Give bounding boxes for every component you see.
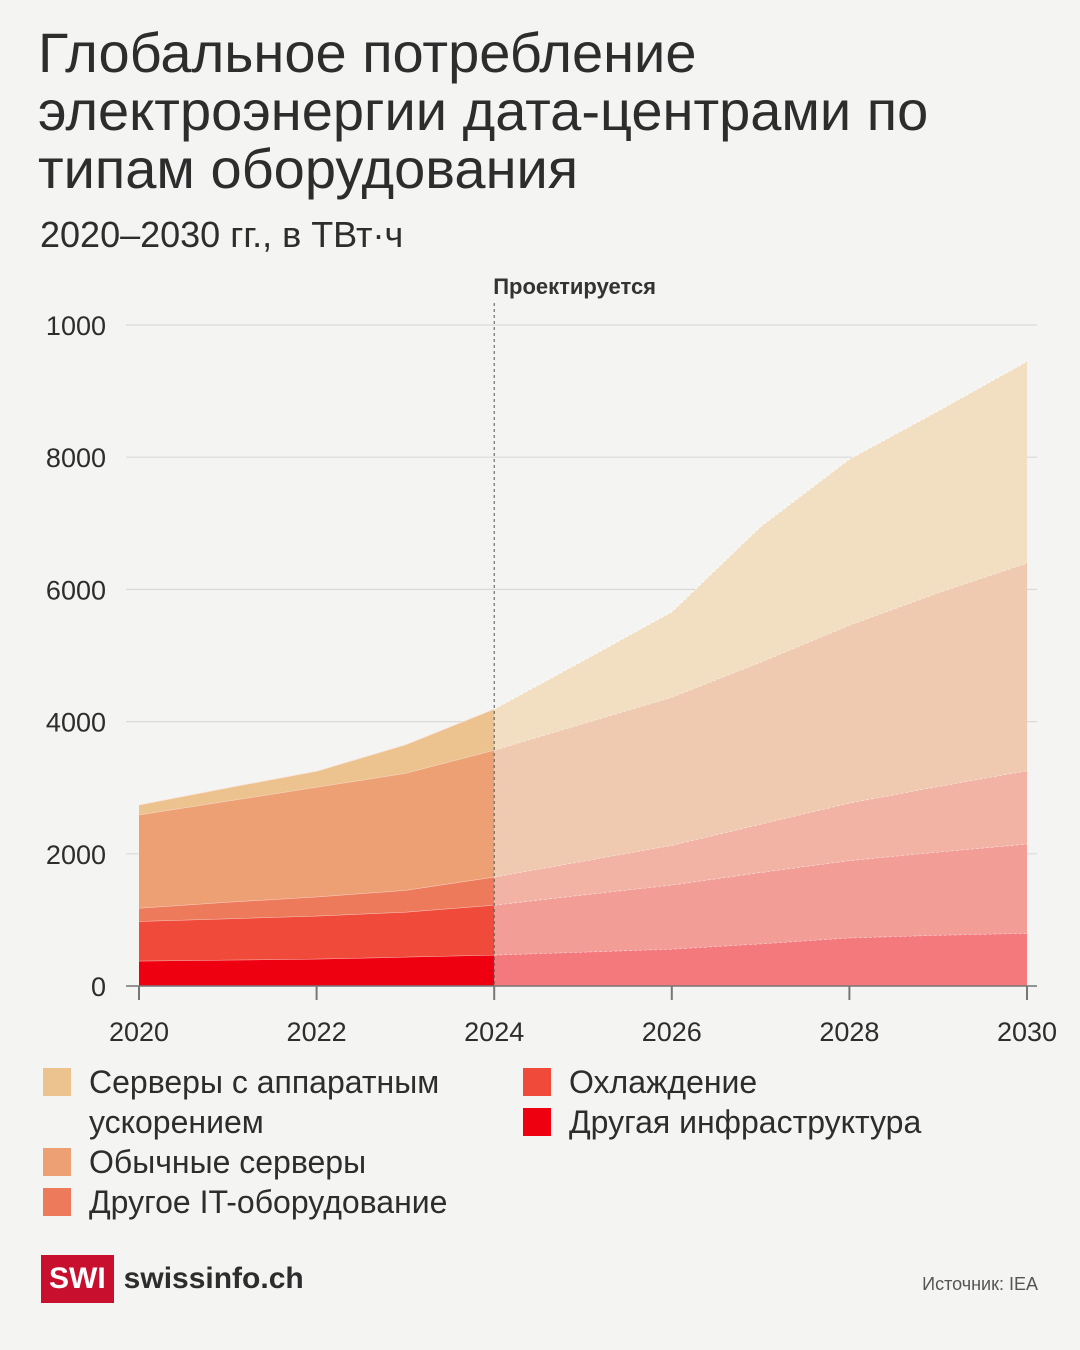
legend-swatch xyxy=(43,1148,71,1176)
area-projected-2 xyxy=(494,770,1027,906)
legend-column-2: Охлаждение Другая инфраструктура xyxy=(523,1062,1043,1142)
chart-subtitle: 2020–2030 гг., в ТВт·ч xyxy=(40,214,404,255)
logo-mark: SWI xyxy=(41,1255,114,1303)
legend-item-conventional-servers: Обычные серверы xyxy=(43,1142,503,1182)
logo-text: swissinfo.ch xyxy=(123,1262,304,1295)
projection-label: Проектируется xyxy=(493,274,656,299)
x-tick-label: 2028 xyxy=(819,1017,879,1047)
legend-item-accelerated-servers: Серверы с аппаратным ускорением xyxy=(43,1062,503,1142)
y-tick-label: 4000 xyxy=(46,708,106,738)
x-tick-label: 2022 xyxy=(287,1017,347,1047)
x-tick-label: 2030 xyxy=(997,1017,1057,1047)
legend-item-cooling: Охлаждение xyxy=(523,1062,1043,1102)
y-tick-label: 1000 xyxy=(46,311,106,341)
legend-column-1: Серверы с аппаратным ускорением Обычные … xyxy=(43,1062,503,1222)
legend-label: Другое IT-оборудование xyxy=(89,1184,448,1220)
area-projected-4-edge xyxy=(493,360,1028,710)
x-tick-label: 2026 xyxy=(642,1017,702,1047)
legend-label: Обычные серверы xyxy=(89,1144,367,1180)
legend-label: Серверы с аппаратным ускорением xyxy=(89,1064,440,1140)
legend-swatch xyxy=(43,1188,71,1216)
x-tick-label: 2020 xyxy=(109,1017,169,1047)
source-note: Источник: IEA xyxy=(922,1274,1038,1294)
legend-label: Охлаждение xyxy=(569,1064,758,1100)
area-projected-3 xyxy=(494,562,1027,877)
legend-swatch xyxy=(523,1068,551,1096)
area-historical-2 xyxy=(139,876,495,922)
y-tick-label: 2000 xyxy=(46,840,106,870)
legend-label: Другая инфраструктура xyxy=(569,1104,922,1140)
area-historical-4 xyxy=(139,709,495,815)
chart-title: Глобальное потребление электроэнергии да… xyxy=(38,21,929,200)
swissinfo-logo: SWI swissinfo.ch xyxy=(41,1255,304,1303)
legend-swatch xyxy=(523,1108,551,1136)
area-historical-3 xyxy=(139,750,495,909)
area-projected-0 xyxy=(494,933,1027,986)
y-tick-label: 0 xyxy=(91,972,106,1002)
area-historical-0 xyxy=(139,954,495,986)
y-tick-label: 6000 xyxy=(46,575,106,605)
y-tick-label: 8000 xyxy=(46,443,106,473)
area-projected-1 xyxy=(494,843,1027,955)
legend-item-other-it: Другое IT-оборудование xyxy=(43,1182,503,1222)
x-tick-label: 2024 xyxy=(464,1017,524,1047)
area-projected-4 xyxy=(494,361,1027,751)
legend-item-other-infrastructure: Другая инфраструктура xyxy=(523,1102,1043,1142)
area-historical-4-edge xyxy=(138,708,495,806)
legend-swatch xyxy=(43,1068,71,1096)
